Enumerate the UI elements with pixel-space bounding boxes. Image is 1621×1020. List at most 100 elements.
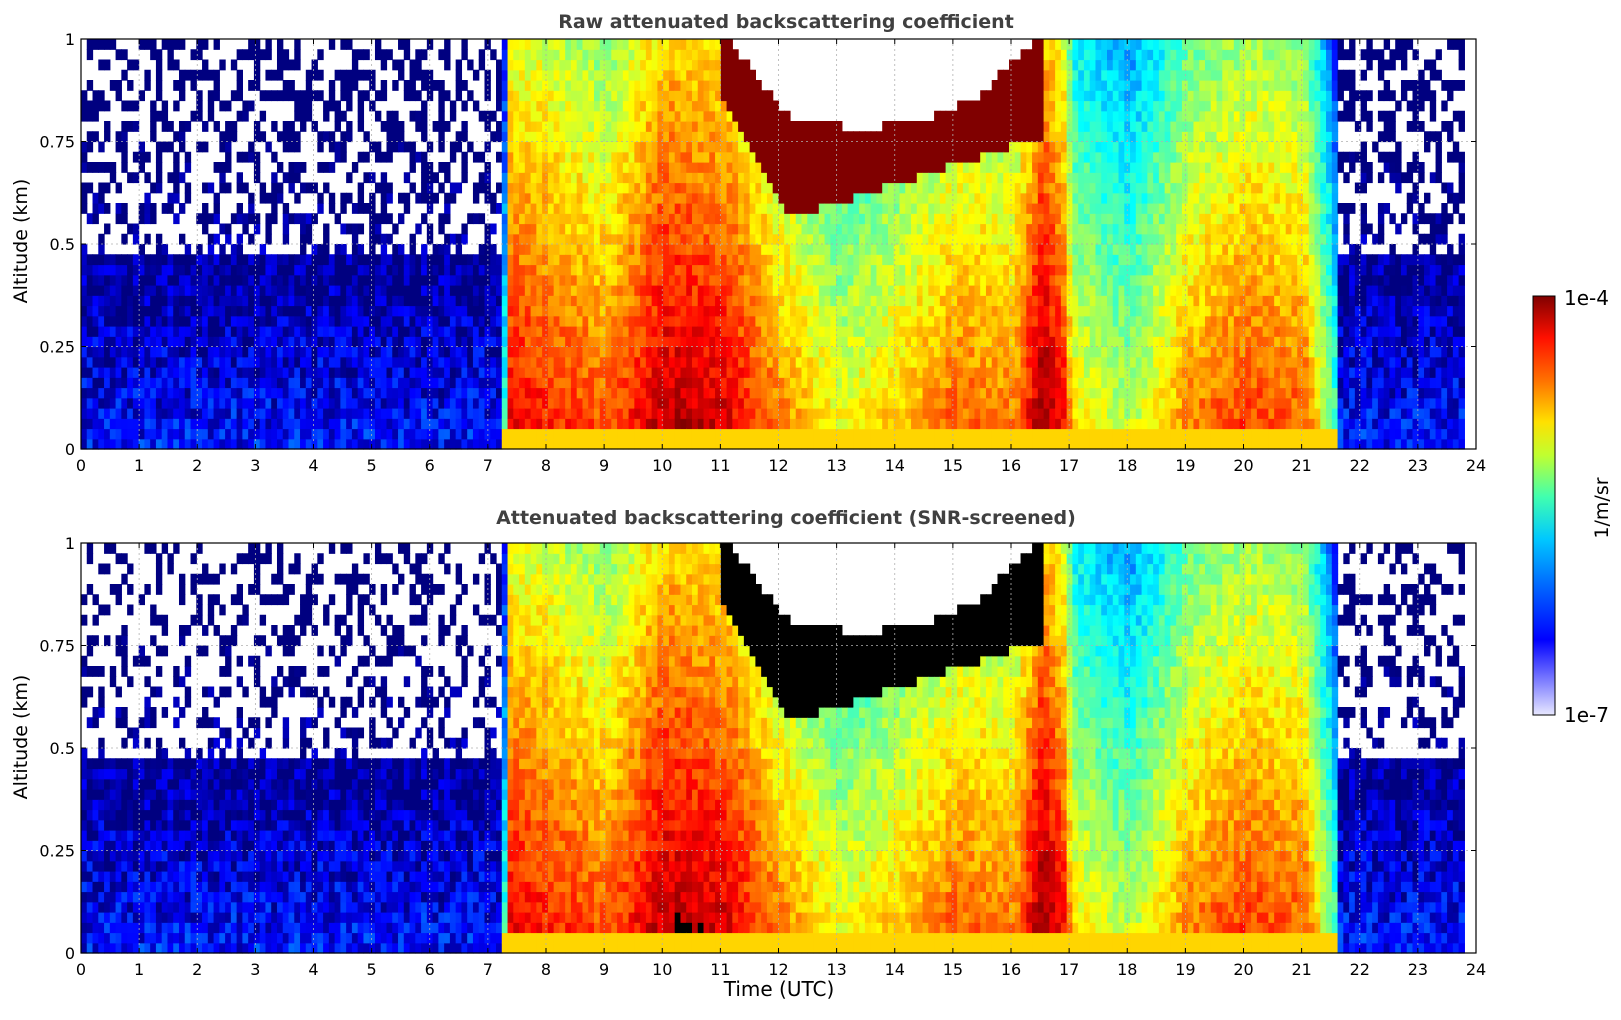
- heatmap-cell: [738, 305, 745, 317]
- heatmap-cell: [836, 367, 843, 378]
- heatmap-cell: [150, 315, 157, 327]
- heatmap-cell: [847, 244, 854, 255]
- heatmap-cell: [703, 397, 710, 409]
- heatmap-cell: [253, 428, 261, 440]
- heatmap-cell: [680, 295, 687, 307]
- heatmap-cell: [594, 162, 601, 173]
- heatmap-cell: [766, 162, 774, 173]
- heatmap-cell: [230, 408, 238, 419]
- heatmap-cell: [507, 315, 514, 327]
- heatmap-cell: [634, 428, 641, 440]
- heatmap-cell: [957, 131, 964, 143]
- heatmap-cell: [824, 274, 831, 286]
- heatmap-cell: [276, 418, 284, 430]
- heatmap-cell: [294, 346, 301, 358]
- heatmap-cell: [905, 131, 912, 143]
- heatmap-cell: [594, 151, 601, 163]
- heatmap-cell: [559, 151, 566, 163]
- heatmap-cell: [155, 80, 163, 91]
- heatmap-cell: [743, 59, 751, 71]
- heatmap-cell: [547, 59, 555, 71]
- heatmap-cell: [305, 408, 313, 419]
- heatmap-cell: [461, 356, 468, 368]
- heatmap-cell: [501, 203, 509, 214]
- heatmap-cell: [190, 367, 197, 378]
- heatmap-cell: [328, 254, 336, 266]
- heatmap-cell: [524, 213, 532, 225]
- heatmap-cell: [582, 244, 589, 255]
- heatmap-cell: [570, 356, 578, 368]
- heatmap-cell: [478, 408, 486, 419]
- heatmap-cell: [772, 162, 780, 173]
- heatmap-cell: [663, 172, 670, 184]
- heatmap-cell: [594, 233, 601, 245]
- heatmap-cell: [939, 244, 947, 255]
- heatmap-cell: [634, 223, 641, 235]
- heatmap-cell: [496, 131, 503, 143]
- heatmap-cell: [178, 131, 186, 143]
- heatmap-cell: [732, 69, 739, 81]
- heatmap-cell: [645, 254, 653, 266]
- heatmap-cell: [899, 408, 906, 419]
- heatmap-cell: [864, 274, 872, 286]
- heatmap-cell: [121, 49, 128, 61]
- heatmap-cell: [749, 326, 756, 337]
- heatmap-cell: [207, 367, 215, 378]
- heatmap-cell: [155, 90, 163, 102]
- heatmap-cell: [415, 305, 422, 317]
- heatmap-cell: [594, 336, 601, 348]
- heatmap-cell: [617, 233, 624, 245]
- heatmap-cell: [795, 305, 803, 317]
- heatmap-cell: [778, 121, 785, 132]
- heatmap-cell: [92, 213, 99, 225]
- heatmap-cell: [795, 223, 803, 235]
- heatmap-cell: [784, 141, 791, 153]
- heatmap-cell: [945, 418, 952, 430]
- heatmap-cell: [127, 418, 134, 430]
- heatmap-cell: [841, 162, 849, 173]
- heatmap-cell: [772, 182, 780, 194]
- heatmap-cell: [680, 387, 687, 399]
- heatmap-cell: [236, 346, 243, 358]
- heatmap-cell: [444, 428, 451, 440]
- heatmap-cell: [496, 295, 503, 307]
- heatmap-cell: [265, 326, 272, 337]
- heatmap-cell: [109, 387, 117, 399]
- heatmap-cell: [697, 110, 705, 122]
- heatmap-cell: [634, 326, 641, 337]
- heatmap-cell: [374, 49, 382, 61]
- heatmap-cell: [887, 285, 895, 296]
- heatmap-cell: [945, 254, 952, 266]
- heatmap-cell: [300, 326, 307, 337]
- heatmap-cell: [236, 172, 243, 184]
- heatmap-cell: [178, 274, 186, 286]
- heatmap-cell: [513, 90, 520, 102]
- heatmap-cell: [807, 162, 814, 173]
- heatmap-cell: [553, 141, 561, 153]
- heatmap-cell: [864, 377, 872, 389]
- heatmap-cell: [81, 315, 88, 327]
- heatmap-cell: [248, 418, 255, 430]
- heatmap-cell: [536, 172, 543, 184]
- heatmap-cell: [686, 233, 693, 245]
- heatmap-cell: [916, 285, 924, 296]
- heatmap-cell: [582, 264, 589, 276]
- heatmap-cell: [663, 305, 670, 317]
- heatmap-cell: [588, 182, 595, 194]
- heatmap-cell: [663, 59, 670, 71]
- heatmap-cell: [547, 244, 555, 255]
- heatmap-cell: [536, 428, 543, 440]
- heatmap-cell: [438, 80, 445, 91]
- heatmap-cell: [726, 49, 733, 61]
- heatmap-cell: [594, 315, 601, 327]
- heatmap-cell: [599, 305, 607, 317]
- heatmap-cell: [876, 408, 883, 419]
- heatmap-cell: [784, 182, 791, 194]
- heatmap-cell: [957, 162, 964, 173]
- heatmap-cell: [709, 356, 716, 368]
- heatmap-cell: [715, 59, 722, 71]
- heatmap-cell: [132, 285, 140, 296]
- heatmap-cell: [761, 274, 768, 286]
- heatmap-cell: [547, 131, 555, 143]
- heatmap-cell: [144, 428, 151, 440]
